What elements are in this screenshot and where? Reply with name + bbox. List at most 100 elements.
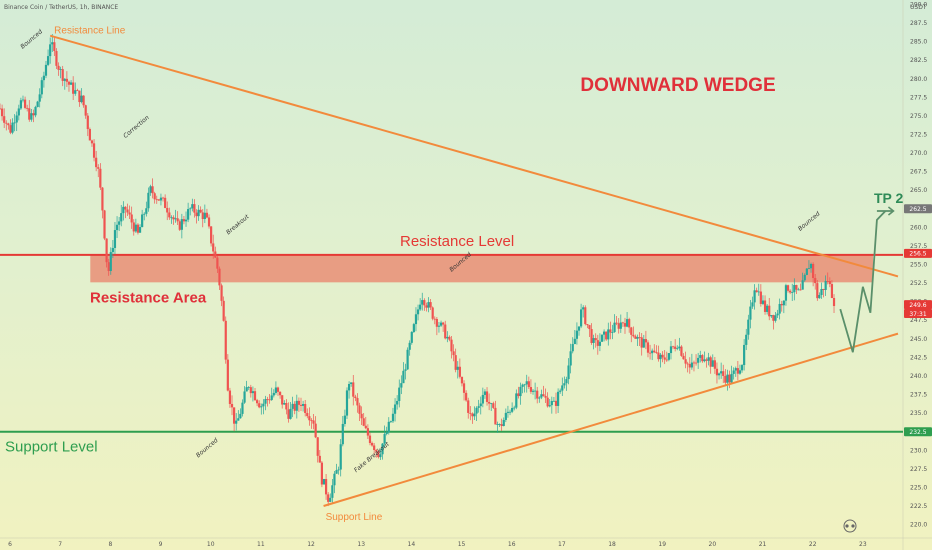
candle — [13, 114, 16, 132]
candle — [76, 88, 79, 92]
candle-body — [669, 346, 673, 354]
candle-body — [596, 340, 599, 346]
x-tick-label: 22 — [809, 541, 817, 548]
candle-body — [496, 424, 499, 426]
candle — [506, 405, 510, 418]
candle — [755, 287, 758, 293]
candle — [82, 95, 85, 108]
candle-body — [722, 371, 725, 376]
candle — [513, 405, 516, 411]
candle — [122, 201, 125, 221]
y-tick-label: 260.0 — [910, 224, 927, 231]
y-tick-label: 230.0 — [910, 447, 927, 454]
candle — [642, 334, 645, 348]
candle-body — [473, 413, 476, 417]
candle — [617, 318, 620, 334]
candle-body — [218, 268, 221, 286]
candle — [141, 209, 144, 228]
y-tick-label: 280.0 — [910, 76, 927, 83]
candle — [797, 287, 800, 291]
candle — [485, 387, 489, 406]
candle — [11, 118, 14, 135]
logo-circle — [843, 519, 857, 533]
candle — [722, 364, 725, 384]
candle-body — [584, 307, 587, 325]
candle — [757, 283, 760, 296]
candle-body — [678, 346, 681, 349]
candle — [705, 357, 708, 368]
candle — [228, 387, 232, 408]
y-tick-label: 235.0 — [910, 410, 927, 417]
candle — [157, 199, 160, 202]
candle-body — [791, 292, 794, 293]
candle-body — [797, 289, 800, 291]
candle — [684, 351, 687, 369]
candle — [164, 194, 167, 209]
candle — [669, 341, 673, 360]
candle-body — [7, 123, 10, 126]
candle-body — [32, 113, 35, 116]
candle — [676, 345, 679, 351]
candle — [241, 399, 244, 417]
candle-body — [360, 413, 363, 419]
candle-body — [640, 337, 643, 348]
candle — [253, 388, 257, 401]
candle — [308, 407, 311, 426]
candle — [699, 350, 702, 363]
candle-body — [761, 300, 765, 304]
candle-body — [143, 213, 146, 215]
y-tick-label: 287.5 — [910, 20, 927, 27]
candle — [316, 437, 319, 463]
candle — [678, 337, 681, 351]
candle — [314, 416, 317, 439]
candle — [521, 383, 524, 394]
candle — [207, 214, 211, 229]
price-tag-box — [904, 309, 932, 319]
candle — [5, 120, 8, 131]
candle-body — [500, 424, 503, 427]
candle-body — [101, 187, 104, 211]
candle-body — [770, 315, 773, 317]
candle — [78, 90, 81, 107]
candle — [161, 196, 165, 202]
candle-body — [343, 415, 346, 424]
candle — [711, 354, 714, 367]
candle-body — [258, 403, 261, 408]
candle — [736, 361, 739, 381]
candle — [276, 386, 280, 396]
x-tick-label: 8 — [108, 541, 112, 548]
candle-body — [490, 403, 493, 405]
candle — [824, 275, 827, 296]
candle-body — [308, 416, 311, 421]
candle-body — [429, 302, 432, 308]
candle-body — [0, 108, 2, 110]
candle-body — [278, 391, 282, 396]
candle-body — [69, 82, 73, 85]
candle-body — [5, 122, 8, 124]
candle-body — [193, 204, 196, 213]
candle — [383, 425, 386, 448]
candle — [690, 353, 693, 370]
candle-body — [327, 494, 330, 502]
candle — [393, 398, 397, 422]
candle-body — [513, 407, 516, 409]
candle — [201, 209, 204, 228]
candle — [609, 321, 612, 340]
candle-body — [569, 351, 572, 366]
candle — [285, 399, 288, 415]
price-tag: 249.6 — [904, 300, 932, 310]
candle-body — [446, 336, 449, 339]
y-tick-label: 267.5 — [910, 169, 927, 176]
candle-body — [241, 402, 244, 414]
candle — [550, 396, 553, 414]
candle-body — [74, 90, 77, 94]
candle-body — [759, 291, 762, 304]
candle-body — [260, 406, 263, 408]
candle-body — [563, 383, 566, 386]
projection-arrow-icon — [887, 206, 895, 216]
candle — [789, 289, 792, 295]
candle-body — [34, 106, 37, 116]
candle-body — [329, 497, 332, 502]
candle — [701, 354, 704, 363]
